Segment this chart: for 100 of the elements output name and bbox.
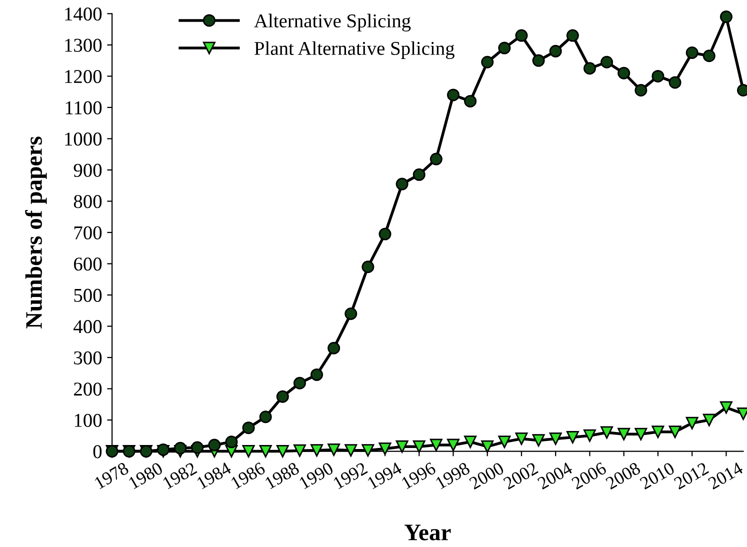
point [618,428,630,440]
point [378,442,392,456]
point [412,168,426,181]
point [396,440,408,453]
y-tick-label: 200 [74,382,102,396]
y-tick-label: 800 [74,195,102,208]
point [446,88,460,102]
point [430,152,442,166]
point [532,434,545,447]
point [191,441,204,454]
point [618,66,630,80]
point [720,401,732,414]
point [702,50,716,62]
point [686,46,698,59]
point [464,436,477,448]
point [720,10,732,24]
x-tick-label: 2012 [673,462,710,490]
x-tick-label: 1978 [94,462,130,490]
point [276,445,289,458]
point [668,426,682,438]
point [464,94,477,108]
x-tick-label: 2008 [605,462,642,490]
point [566,29,579,42]
legend-label: Alternative Splicing [254,14,411,32]
y-tick-label: 400 [74,320,102,334]
x-tick-label: 1982 [162,462,198,490]
y-tick-label: 1200 [65,70,102,84]
x-tick-label: 1994 [366,462,403,490]
point [498,42,511,54]
point [242,445,255,458]
point [378,228,392,240]
y-tick-label: 100 [74,414,102,427]
x-tick-label: 2010 [639,462,676,490]
point [344,307,358,320]
y-tick-label: 600 [74,258,102,271]
point [293,444,306,457]
x-tick-label: 1998 [435,462,471,490]
point [481,56,494,68]
point [566,430,579,444]
point [242,422,255,434]
point [276,390,289,403]
point [430,438,442,452]
point [634,428,648,440]
point [412,440,426,453]
y-tick-label: 0 [93,445,102,458]
x-tick-label: 2006 [570,462,608,490]
x-axis-title: Year [404,524,451,540]
legend-label: Plant Alternative Splicing [254,41,454,60]
point [328,443,340,456]
x-tick-label: 1988 [264,462,300,490]
point [344,444,358,457]
point [310,368,324,381]
point [174,442,187,454]
point [668,76,682,89]
x-tick-label: 2014 [707,462,744,490]
x-tick-label: 2004 [536,462,574,490]
point [702,414,716,426]
point [293,376,306,390]
point [362,444,374,457]
x-tick-label: 1990 [298,462,334,490]
y-axis-title: Numbers of papers [25,136,47,328]
x-tick-label: 1984 [196,462,232,490]
y-tick-label: 300 [74,351,102,364]
y-tick-label: 1300 [65,38,102,52]
x-tick-label: 1996 [401,462,437,490]
point [328,342,340,354]
point [532,54,545,67]
x-tick-label: 1986 [230,462,266,490]
point [583,62,596,75]
point [225,436,238,448]
point [600,56,614,68]
point [515,432,528,446]
y-tick-label: 1100 [66,101,102,114]
y-tick-label: 500 [74,288,102,302]
point [600,426,614,439]
point [259,410,272,424]
y-tick-label: 700 [74,226,102,240]
point [549,432,562,446]
point [515,29,528,42]
point [446,438,460,452]
point [396,178,408,190]
point [208,438,221,452]
point [259,445,272,458]
y-tick-label: 900 [74,164,102,177]
point [549,44,562,58]
point [686,416,698,430]
point [634,84,648,97]
y-tick-label: 1400 [65,7,102,21]
y-tick-label: 1000 [65,132,102,146]
x-tick-label: 1992 [332,462,368,490]
point [652,70,664,82]
x-tick-label: 2002 [502,462,539,490]
point [362,260,374,274]
point [652,426,664,438]
point [583,429,596,442]
point [498,436,511,448]
point [310,444,324,457]
point [481,440,494,453]
x-tick-label: 1980 [128,462,164,490]
point [156,443,170,456]
